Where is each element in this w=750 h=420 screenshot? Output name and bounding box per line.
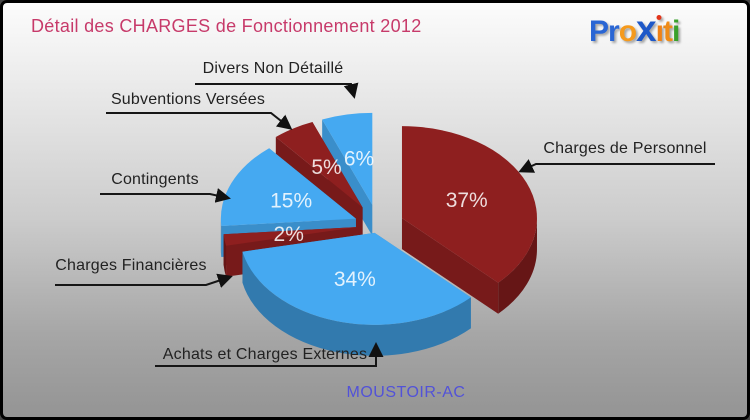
logo-letter: t — [662, 15, 673, 48]
entity-name: MOUSTOIR-AC — [346, 384, 466, 401]
slice-percent-label: 5% — [311, 156, 341, 179]
pie-chart-canvas: 37% 34% 2% 15% 5% 6% — [55, 82, 715, 367]
pie-slice-achats-et-charges-externes — [242, 232, 471, 325]
logo-letter: x — [636, 8, 657, 49]
logo-letter: r — [608, 15, 620, 48]
proxiti-logo: Proxı ti — [589, 8, 680, 52]
logo-letter: ı — [655, 15, 664, 48]
pie-slice-achats-et-charges-externes-rim — [242, 251, 471, 356]
slice-percent-label: 34% — [334, 268, 376, 291]
slice-percent-label: 37% — [446, 189, 488, 212]
pie-slice-charges-de-personnel-wall — [401, 218, 499, 314]
pie-slice-charges-de-personnel-rim — [498, 218, 537, 314]
leader-subventions-versees — [106, 112, 293, 130]
callout-charges-financieres: Charges Financières — [55, 257, 207, 274]
pie-slice-charges-financieres-rim — [223, 234, 227, 277]
pie-slice-divers-non-detaille — [322, 112, 373, 205]
leader-contingents — [100, 188, 231, 203]
slice-percent-label: 15% — [270, 190, 312, 213]
callout-contingents: Contingents — [111, 171, 199, 188]
pie-slice-contingents — [220, 148, 356, 226]
pie-slice-charges-de-personnel — [401, 126, 537, 283]
chart-title: Détail des CHARGES de Fonctionnement 201… — [31, 16, 422, 36]
logo-letter: o — [618, 15, 637, 48]
pie-slice-subventions-versees — [275, 122, 363, 208]
leader-charges-de-personnel — [518, 159, 715, 173]
leader-divers-non-detaille — [195, 82, 359, 99]
callout-subventions-versees: Subventions Versées — [110, 91, 266, 108]
logo-letter: P — [589, 15, 609, 48]
pie-chart: 37% 34% 2% 15% 5% 6% — [220, 112, 537, 356]
pie-slice-charges-financieres — [223, 226, 359, 246]
callout-achats-et-charges-externes: Achats et Charges Externes — [162, 346, 368, 363]
callout-leader-lines — [55, 82, 715, 367]
slice-percent-label: 2% — [274, 223, 304, 246]
callout-charges-de-personnel: Charges de Personnel — [543, 140, 707, 157]
callout-divers-non-detaille: Divers Non Détaillé — [202, 60, 344, 77]
slice-percent-label: 6% — [344, 147, 374, 170]
logo-letter: i — [671, 15, 680, 48]
leader-achats-et-charges-externes — [155, 342, 384, 367]
leader-charges-financieres — [55, 273, 233, 288]
